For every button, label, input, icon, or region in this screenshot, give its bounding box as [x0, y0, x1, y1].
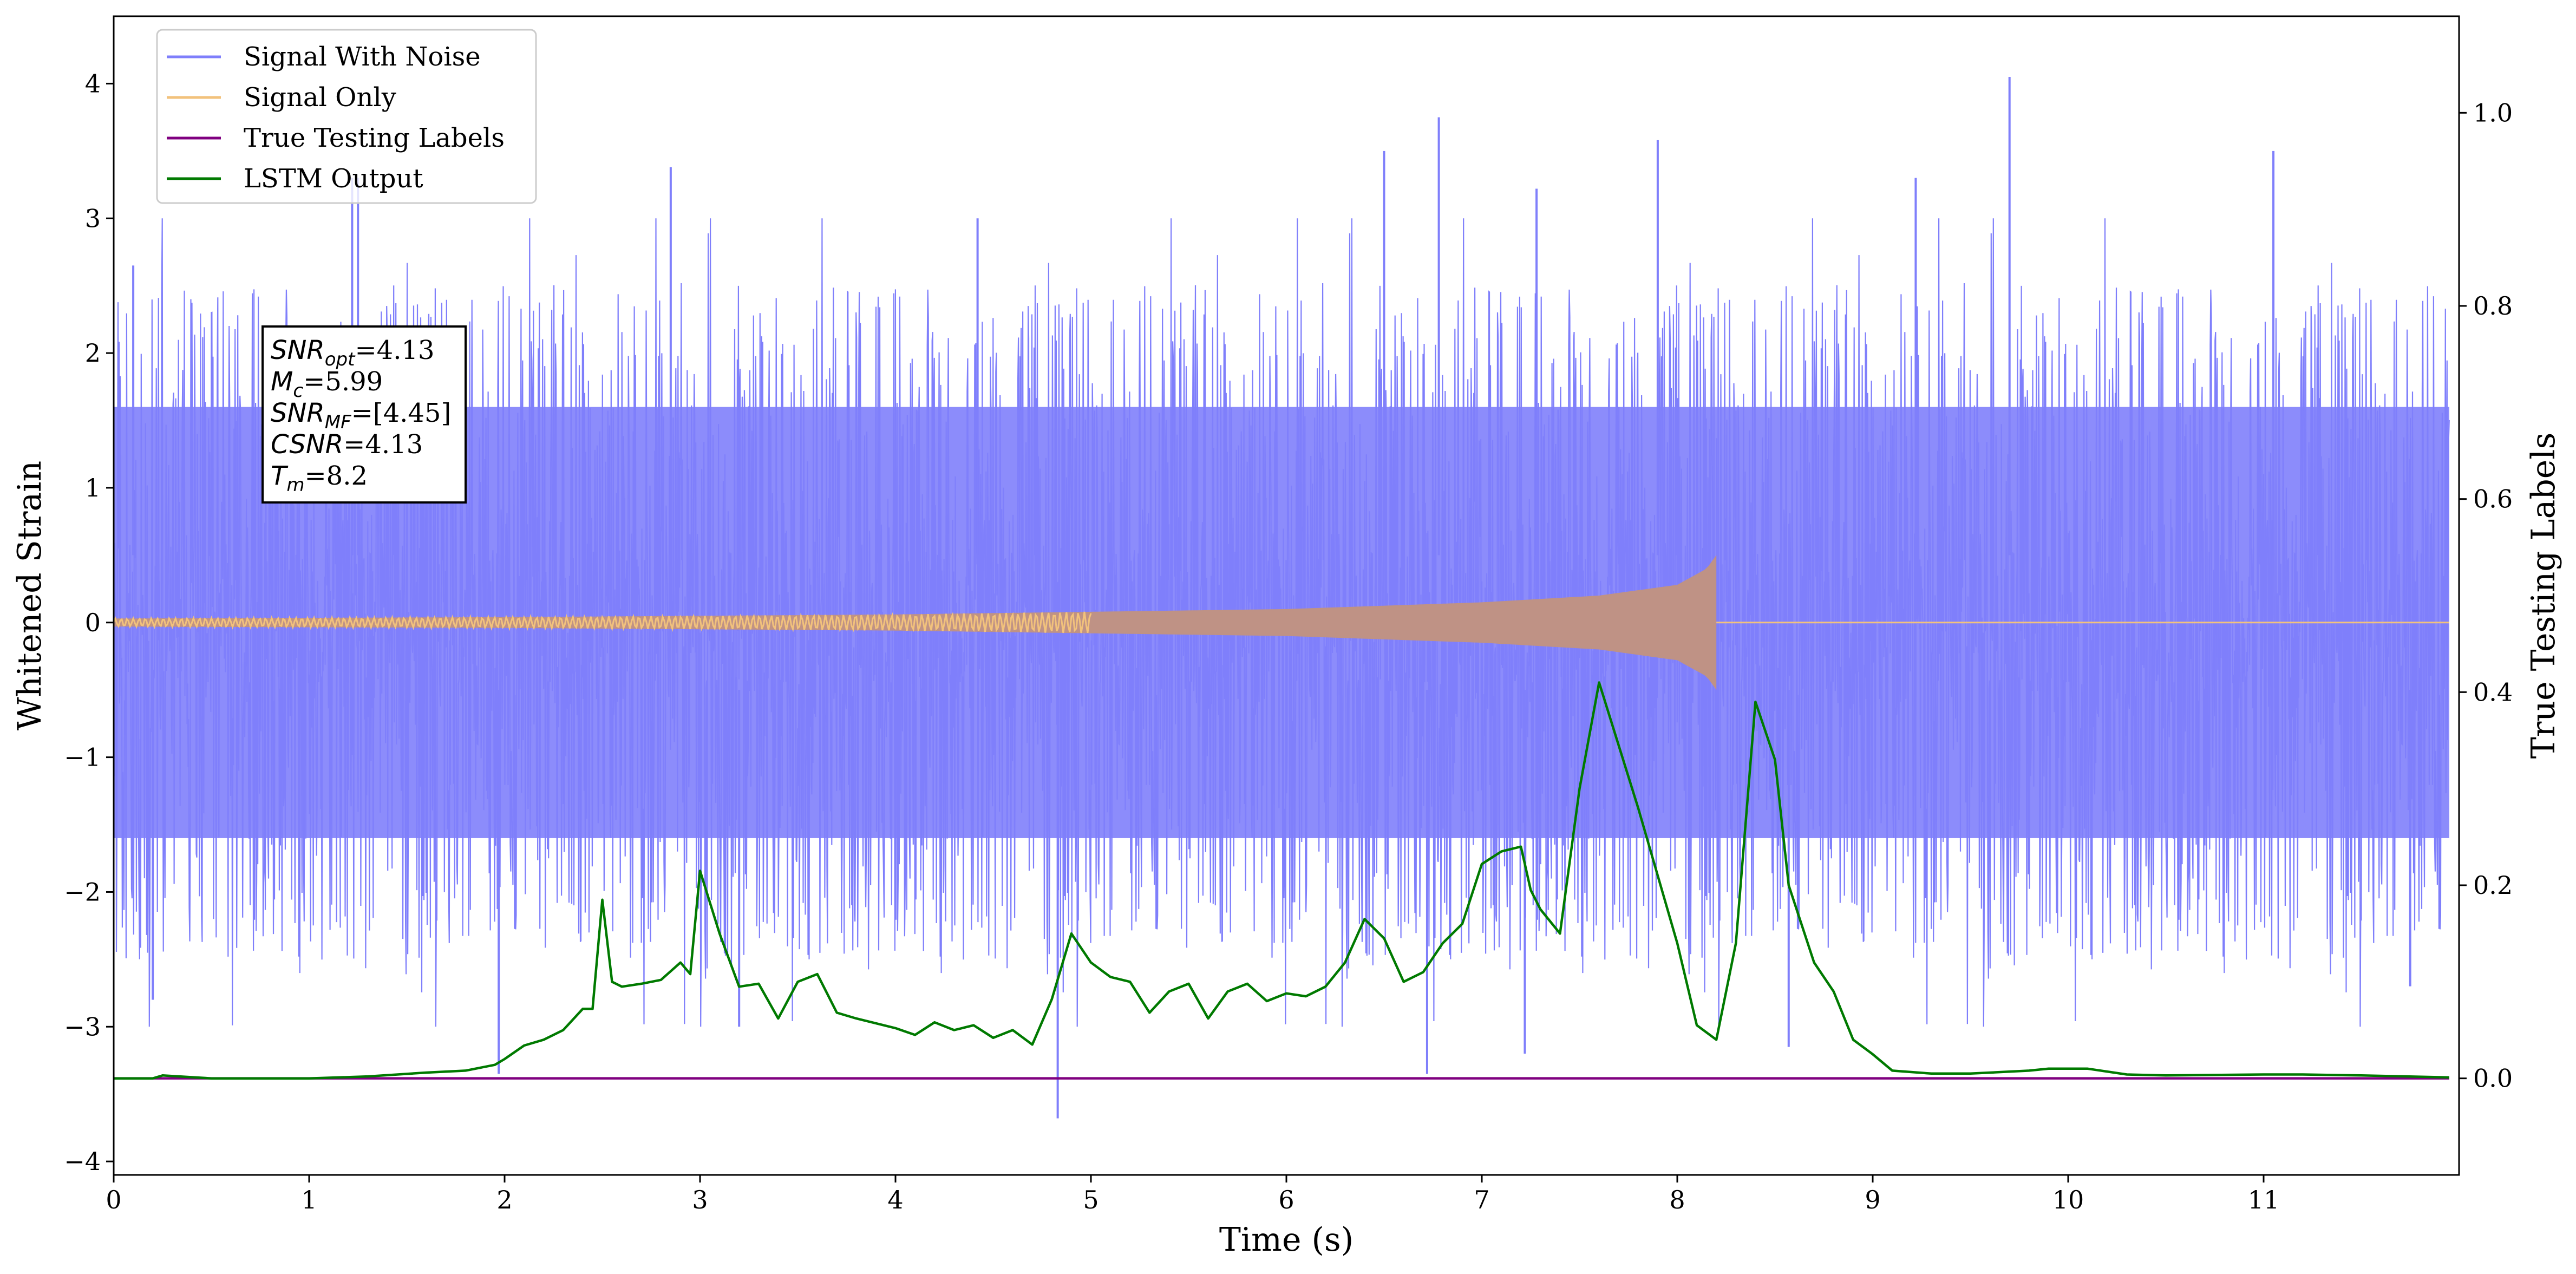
y-right-tick-label: 0.6 [2473, 485, 2513, 514]
annotation-line: Mc=5.99 [271, 367, 383, 402]
y-left-tick-label: 1 [85, 473, 101, 502]
y-left-tick-label: 0 [85, 608, 101, 637]
legend-label: Signal Only [244, 82, 396, 113]
x-tick-label: 3 [692, 1185, 708, 1214]
x-tick-label: 6 [1278, 1185, 1294, 1214]
legend-label: LSTM Output [244, 164, 423, 194]
y-right-tick-label: 0.2 [2473, 871, 2513, 900]
tick-group: 0 1 2 3 4 5 6 7 8 9 10 11 −4 −3 −2 −1 0 1 2 3 4 0.0 0.2 0.4 0.6 0… [64, 69, 2513, 1214]
y-axis-left-title: Whitened Strain [11, 461, 49, 730]
y-right-tick-label: 0.8 [2473, 291, 2513, 321]
annotation-frame [261, 325, 467, 504]
y-left-tick-label: 3 [85, 204, 101, 233]
plot-area [113, 76, 2450, 1119]
x-tick-label: 10 [2052, 1185, 2084, 1214]
legend-label: True Testing Labels [244, 123, 505, 153]
y-left-tick-label: −2 [64, 877, 101, 906]
x-tick-label: 4 [887, 1185, 903, 1214]
annotation-line: SNRMF=[4.45] [271, 398, 451, 433]
legend: Signal With Noise Signal Only True Testing… [156, 29, 537, 204]
y-right-tick-label: 0.4 [2473, 677, 2513, 707]
x-tick-label: 11 [2248, 1185, 2280, 1214]
legend-frame [156, 29, 537, 204]
x-tick-label: 2 [496, 1185, 512, 1214]
annotation-line: CSNR=4.13 [271, 429, 423, 460]
y-axis-right-title: True Testing Labels [2525, 433, 2562, 759]
signal-only-line [113, 611, 1092, 633]
annotation-box: SNRopt=4.13Mc=5.99SNRMF=[4.45]CSNR=4.13T… [261, 325, 467, 504]
y-right-tick-label: 0.0 [2473, 1064, 2513, 1093]
annotation-line: SNRopt=4.13 [271, 335, 435, 370]
y-left-tick-label: −4 [64, 1147, 101, 1176]
x-tick-label: 9 [1865, 1185, 1880, 1214]
x-tick-label: 8 [1669, 1185, 1685, 1214]
x-axis-title: Time (s) [1219, 1221, 1354, 1259]
y-left-tick-label: −1 [64, 743, 101, 772]
x-tick-label: 1 [301, 1185, 317, 1214]
lstm-output-line [114, 681, 2449, 1080]
y-left-tick-label: 4 [85, 69, 101, 98]
annotation-line: Tm=8.2 [271, 461, 368, 496]
x-tick-label: 7 [1474, 1185, 1489, 1214]
x-tick-label: 0 [106, 1185, 121, 1214]
x-tick-label: 5 [1083, 1185, 1099, 1214]
legend-label: Signal With Noise [244, 42, 481, 72]
y-left-tick-label: −3 [64, 1012, 101, 1041]
y-left-tick-label: 2 [85, 338, 101, 368]
y-right-tick-label: 1.0 [2473, 98, 2513, 127]
